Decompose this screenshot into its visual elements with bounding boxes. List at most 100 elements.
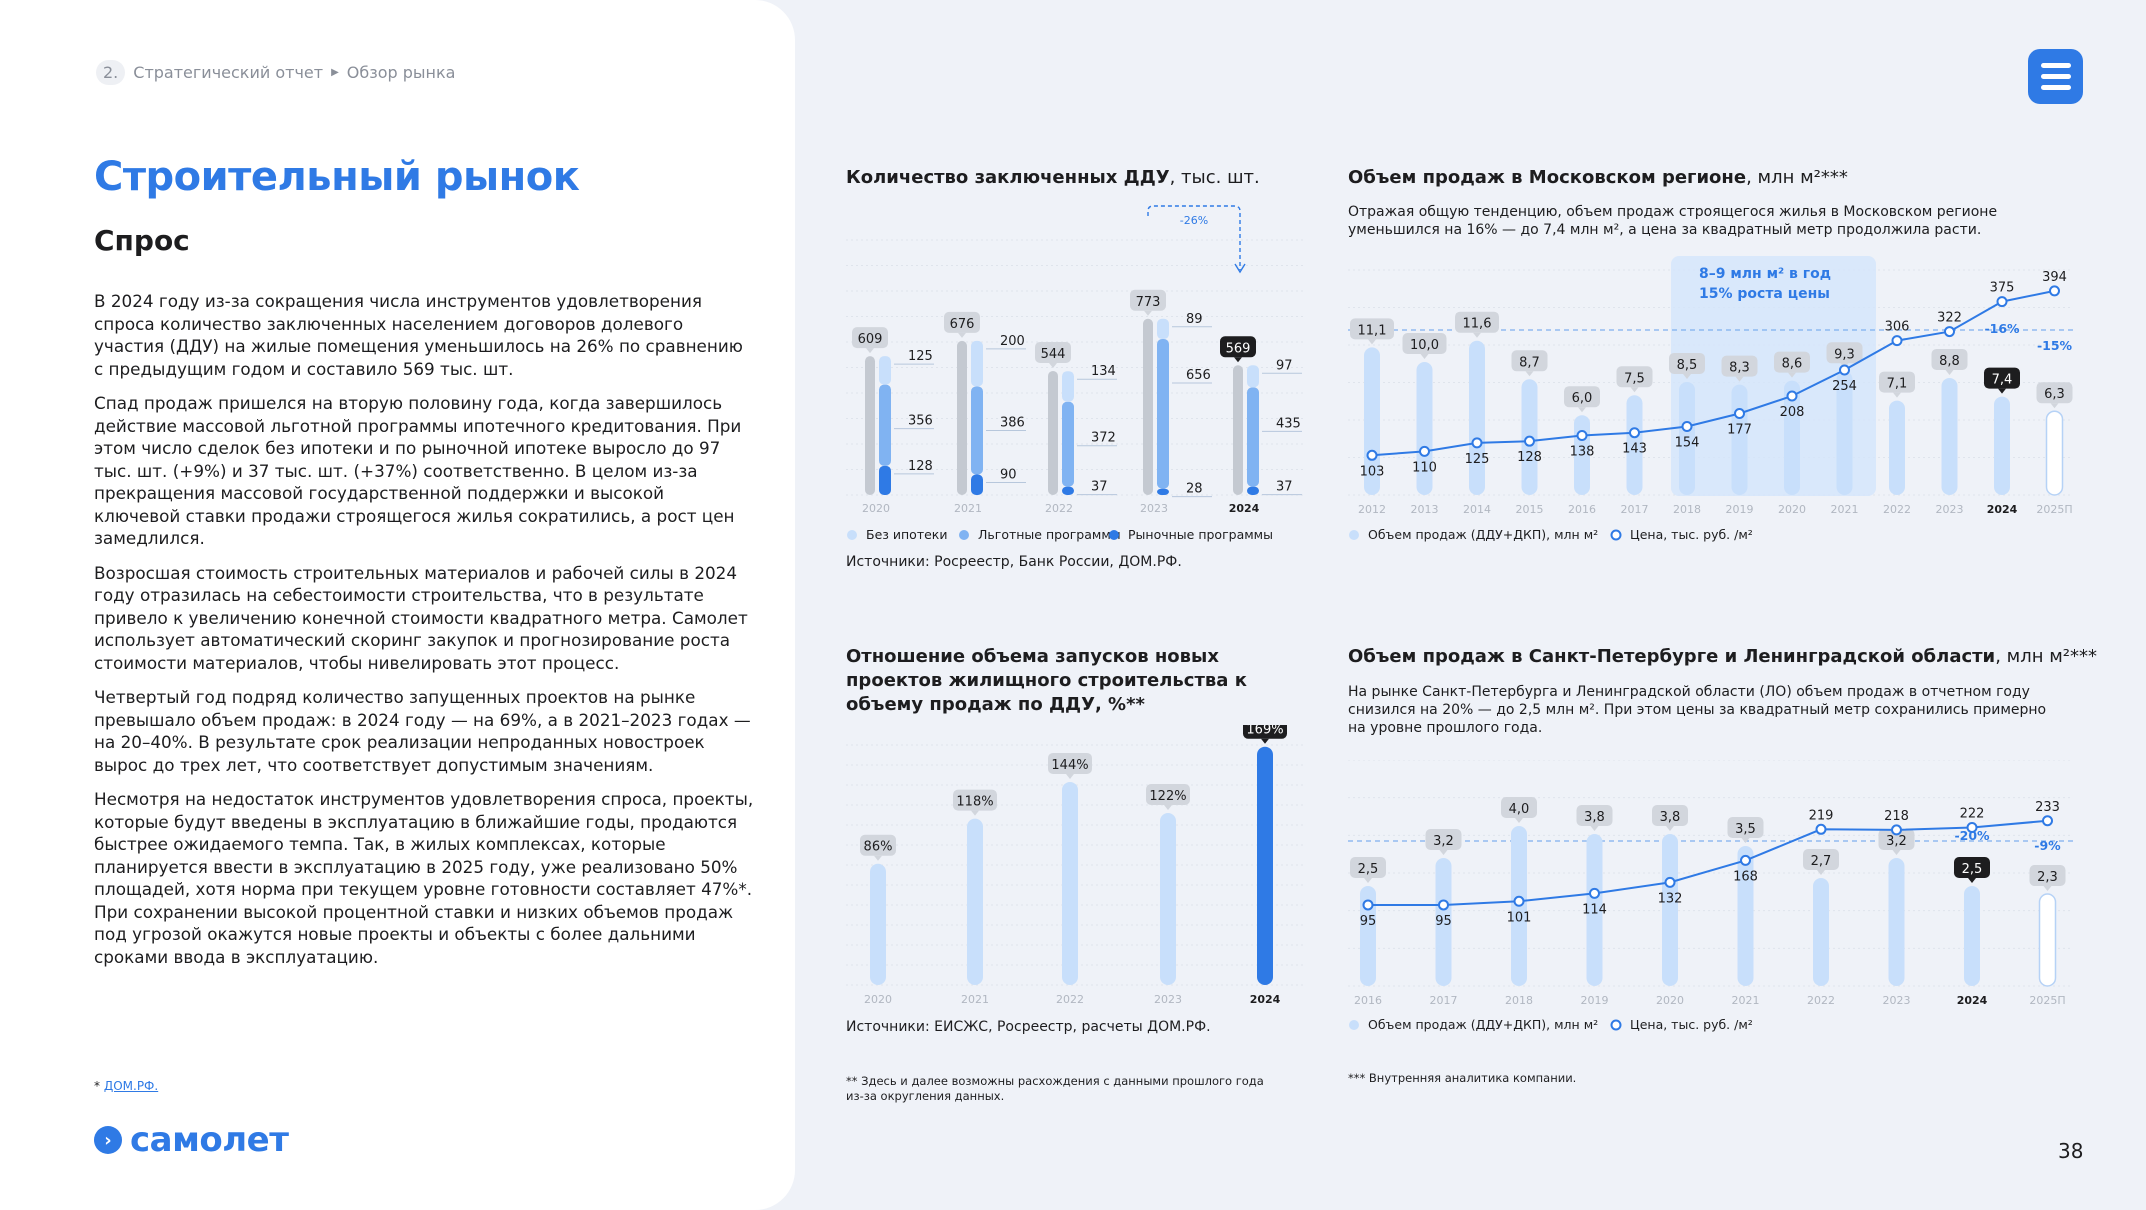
volume-label-pointer <box>1998 388 2006 394</box>
chart-title-ratio: Отношение объема запусков новых проектов… <box>846 646 1247 715</box>
ratio-label-bg <box>953 789 997 811</box>
volume-bar <box>1889 400 1905 495</box>
ratio-bar <box>1160 812 1176 985</box>
volume-label: 8,5 <box>1677 358 1698 373</box>
legend-label: Объем продаж (ДДУ+ДКП), млн м² <box>1368 527 1598 542</box>
volume-label-pointer <box>1683 373 1691 379</box>
legend-label: Рыночные программы <box>1128 527 1273 542</box>
total-bar <box>1143 318 1153 495</box>
ratio-label: 118% <box>956 795 993 810</box>
ratio-bar <box>1257 746 1273 985</box>
x-tick-label: 2021 <box>961 993 989 1006</box>
total-bar <box>1048 370 1058 495</box>
stack-segment <box>879 356 891 385</box>
segment-label: 90 <box>1000 467 1017 482</box>
breadcrumb-section-link[interactable]: Стратегический отчет <box>133 63 324 82</box>
total-label-pointer <box>958 332 966 338</box>
price-label: 101 <box>1507 910 1532 925</box>
volume-label-pointer <box>1473 332 1481 338</box>
volume-label: 8,3 <box>1729 361 1750 376</box>
volume-label: 2,7 <box>1811 854 1832 869</box>
stack-segment <box>971 386 983 475</box>
volume-bar <box>2045 410 2064 496</box>
chart-title-text: Объем продаж в Санкт-Петербурге и Ленинг… <box>1348 646 1996 667</box>
volume-label-pointer <box>1945 369 1954 375</box>
x-tick-label: 2018 <box>1505 994 1533 1007</box>
footnote-triple-star: *** Внутренняя аналитика компании. <box>1348 1071 1577 1085</box>
volume-label: 2,5 <box>1358 862 1379 877</box>
stack-segment <box>1157 318 1169 340</box>
volume-bar <box>1679 381 1695 495</box>
price-label: 110 <box>1412 460 1437 475</box>
chart-ddu: 6091253561282020676200386902021544134372… <box>846 205 1306 542</box>
price-line <box>1368 819 2048 906</box>
price-point <box>1629 427 1640 439</box>
x-tick-label: 2021 <box>954 502 982 515</box>
logo-arrow-icon: › <box>94 1126 122 1154</box>
stack-segment <box>1062 486 1074 495</box>
price-point <box>1362 899 1374 911</box>
volume-bar <box>1737 846 1754 986</box>
segment-label: 200 <box>1000 334 1025 349</box>
ratio-label: 169% <box>1246 725 1283 738</box>
price-point <box>1996 296 2008 308</box>
volume-label-pointer <box>1525 371 1534 377</box>
volume-label: 2,3 <box>2037 870 2058 885</box>
segment-label: 134 <box>1091 364 1116 379</box>
x-tick-label: 2023 <box>1936 503 1964 516</box>
volume-bar <box>1964 886 1980 986</box>
highlight-region <box>1671 256 1876 496</box>
breadcrumb-number: 2. <box>96 60 126 85</box>
price-label: 114 <box>1582 902 1607 917</box>
volume-label-pointer <box>1420 354 1429 359</box>
volume-bar <box>1626 395 1643 495</box>
volume-label: 3,2 <box>1886 834 1907 849</box>
chart-title-moscow: Объем продаж в Московском регионе, млн м… <box>1348 166 1848 190</box>
x-tick-label: 2024 <box>1987 503 2018 516</box>
volume-bar <box>1994 396 2010 495</box>
volume-label-bg <box>1984 367 2020 389</box>
highlight-text: 8–9 млн м² в год <box>1699 266 1831 282</box>
volume-label-bg <box>1576 805 1613 826</box>
change-annotation: -15% <box>2037 338 2073 353</box>
change-annotation: -20% <box>1954 828 1990 843</box>
chart-source: Источники: ЕИСЖС, Росреестр, расчеты ДОМ… <box>846 1019 1211 1035</box>
footnote-link[interactable]: ДОМ.РФ. <box>103 1079 159 1093</box>
x-tick-label: 2021 <box>1732 994 1760 1007</box>
x-tick-label: 2019 <box>1581 994 1609 1007</box>
volume-label-bg <box>1564 386 1600 408</box>
volume-label: 8,6 <box>1782 357 1803 372</box>
chart-description: Отражая общую тенденцию, объем продаж ст… <box>1348 204 1998 238</box>
volume-label: 9,3 <box>1834 347 1855 362</box>
volume-label-pointer <box>2050 403 2059 409</box>
breadcrumb-page-link[interactable]: Обзор рынка <box>346 63 456 82</box>
chart-title-ddu: Количество заключенных ДДУ, тыс. шт. <box>846 166 1260 190</box>
volume-label-bg <box>1878 829 1915 850</box>
stack-segment <box>1062 371 1074 402</box>
company-logo[interactable]: › самолет <box>94 1120 289 1160</box>
volume-label-pointer <box>1630 387 1639 393</box>
volume-label-bg <box>1425 829 1462 850</box>
x-tick-label: 2016 <box>1354 994 1382 1007</box>
volume-label-bg <box>1826 342 1863 364</box>
x-tick-label: 2013 <box>1411 503 1439 516</box>
segment-label: 125 <box>908 349 933 364</box>
footnote: * ДОМ.РФ. <box>94 1079 158 1093</box>
price-label: 306 <box>1885 320 1910 335</box>
volume-label: 11,6 <box>1463 317 1492 332</box>
volume-bar <box>1813 878 1829 986</box>
x-tick-label: 2019 <box>1726 503 1754 516</box>
volume-bar <box>1731 384 1748 495</box>
footnote-double-star: ** Здесь и далее возможны расхождения с … <box>846 1074 1264 1103</box>
ratio-label: 86% <box>864 840 893 855</box>
ratio-label-bg <box>860 834 896 856</box>
total-bar <box>865 356 875 495</box>
chart-title-spb: Объем продаж в Санкт-Петербурге и Ленинг… <box>1348 645 2097 669</box>
volume-label-bg <box>1879 371 1915 393</box>
volume-label: 7,4 <box>1992 373 2013 388</box>
chart-source: Источники: Росреестр, Банк России, ДОМ.Р… <box>846 554 1182 570</box>
price-label: 218 <box>1884 809 1909 824</box>
volume-label-pointer <box>1968 878 1976 883</box>
chart-unit: , млн м²*** <box>1746 167 1848 188</box>
menu-button[interactable] <box>2028 49 2083 104</box>
